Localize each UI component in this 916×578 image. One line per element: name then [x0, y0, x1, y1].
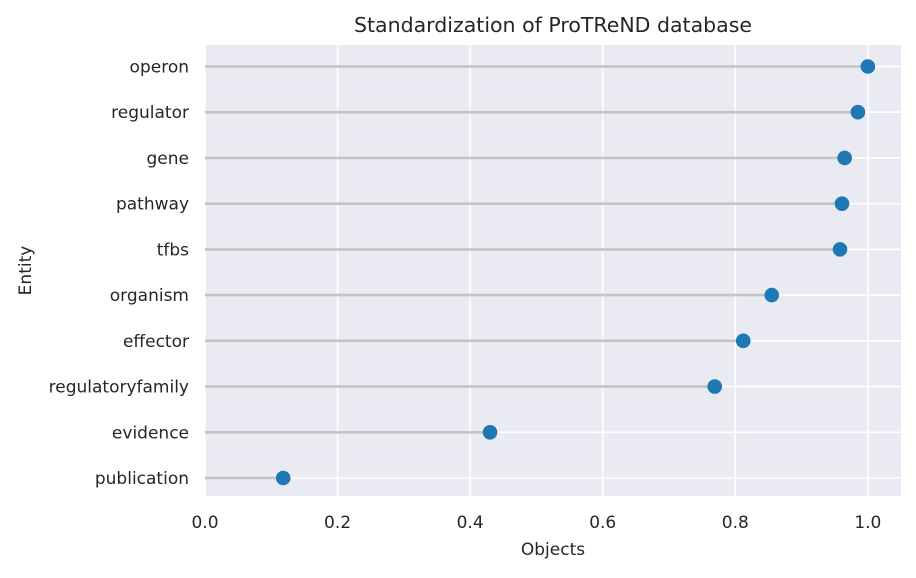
stems	[205, 65, 868, 480]
x-tick-label: 0.8	[722, 513, 749, 533]
x-axis-label: Objects	[521, 540, 585, 560]
y-tick-label: tfbs	[157, 240, 189, 260]
x-tick-label: 0.4	[457, 513, 484, 533]
y-tick-label: regulatoryfamily	[49, 378, 189, 398]
y-tick-label: pathway	[116, 195, 189, 215]
lollipop-marker	[735, 333, 751, 349]
y-tick-label: publication	[95, 469, 189, 489]
lollipop-marker	[850, 104, 866, 120]
plot-area	[205, 45, 901, 496]
x-tick-label: 0.6	[589, 513, 616, 533]
y-tick-label: evidence	[112, 423, 189, 443]
chart-title: Standardization of ProTReND database	[354, 13, 752, 37]
lollipop-marker	[764, 287, 780, 303]
y-tick-label: gene	[147, 149, 189, 169]
y-axis-label: Entity	[16, 246, 36, 296]
markers	[275, 59, 876, 486]
lollipop-marker	[482, 424, 498, 440]
x-tick-labels: 0.0 0.2 0.4 0.6 0.8 1.0	[191, 513, 881, 533]
lollipop-marker	[837, 150, 852, 166]
x-tick-label: 0.0	[191, 513, 218, 533]
y-tick-label: organism	[110, 286, 189, 306]
lollipop-marker	[707, 379, 723, 394]
lollipop-marker	[860, 59, 876, 74]
y-tick-label: regulator	[111, 103, 189, 123]
y-tick-label: operon	[130, 58, 189, 78]
y-tick-labels: operon regulator gene pathway tfbs organism ef…	[49, 58, 190, 490]
x-tick-label: 1.0	[854, 513, 881, 533]
lollipop-marker	[275, 470, 291, 486]
lollipop-marker	[834, 196, 850, 211]
y-tick-label: effector	[123, 332, 189, 352]
x-tick-label: 0.2	[324, 513, 351, 533]
lollipop-marker	[832, 242, 848, 257]
